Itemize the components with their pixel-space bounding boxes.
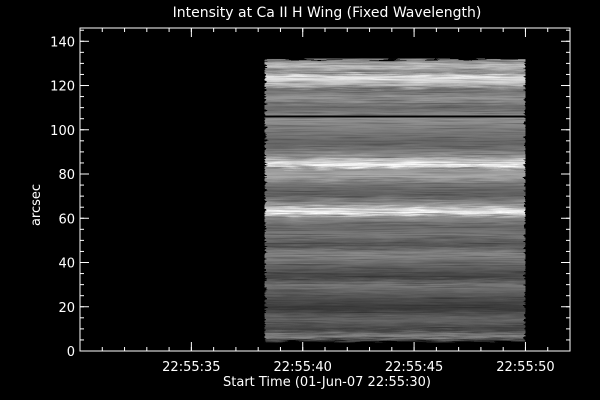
chart-title: Intensity at Ca II H Wing (Fixed Wavelen…	[173, 5, 482, 21]
axes: 22:55:35 22:55:40 22:55:45 22:55:50 0 20 40 60 8…	[50, 27, 571, 375]
y-axis-label: arcsec	[29, 184, 44, 226]
y-tick-label: 0	[67, 345, 75, 360]
y-tick-label: 140	[50, 35, 75, 50]
intensity-image	[264, 58, 526, 343]
x-tick-label: 22:55:50	[496, 360, 554, 375]
intensity-image-streaks	[264, 58, 526, 343]
y-tick-label: 80	[58, 168, 75, 183]
x-tick-label: 22:55:45	[385, 360, 443, 375]
y-tick-label: 40	[58, 257, 75, 272]
x-tick-label: 22:55:35	[162, 360, 220, 375]
y-tick-label: 100	[50, 124, 75, 139]
y-tick-label: 60	[58, 212, 75, 227]
x-tick-label: 22:55:40	[274, 360, 332, 375]
x-axis-label: Start Time (01-Jun-07 22:55:30)	[223, 375, 431, 390]
y-tick-label: 120	[50, 80, 75, 95]
y-tick-label: 20	[58, 301, 75, 316]
